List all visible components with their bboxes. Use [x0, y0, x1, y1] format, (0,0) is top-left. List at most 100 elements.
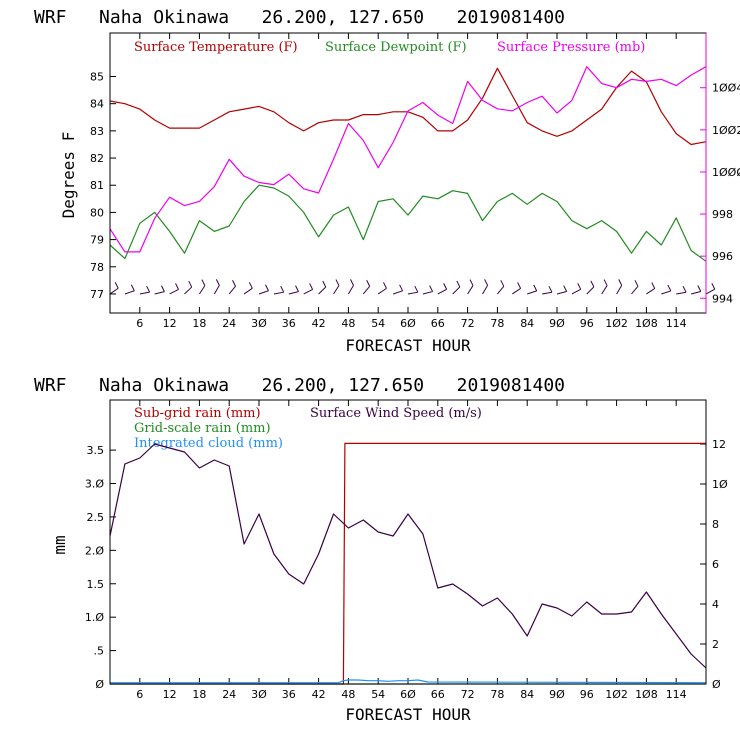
y-tick-label: 83	[90, 125, 104, 138]
x-tick-label: 1Ø2	[605, 317, 628, 330]
wind-barb-flag	[309, 283, 314, 290]
wind-barb-flag	[265, 284, 269, 292]
y-axis-label: Degrees F	[59, 132, 78, 219]
chart-title: WRF Naha Okinawa 26.200, 127.650 2019081…	[34, 7, 565, 28]
wind-barb	[482, 285, 489, 295]
series-line-surface-wind-speed-m-s	[109, 443, 707, 669]
y-tick-label: 81	[90, 179, 104, 192]
wind-barb	[377, 287, 387, 295]
wind-barb-flag	[651, 282, 656, 289]
wind-barb	[213, 285, 220, 295]
x-tick-label: 96	[580, 317, 594, 330]
y-tick-label: 79	[90, 234, 104, 247]
y-tick-label: 85	[90, 70, 104, 83]
wind-barb	[601, 285, 608, 295]
wind-barb-flag	[548, 285, 553, 293]
x-tick-label: 66	[431, 688, 445, 701]
wind-barb-flag	[248, 282, 253, 289]
wind-barb-flag	[456, 280, 461, 288]
wind-barb-flag	[634, 280, 639, 287]
y-tick-label: 77	[90, 288, 104, 301]
wind-barb	[392, 290, 403, 295]
y-tick-label: 82	[90, 152, 104, 165]
y2-tick-label: 6	[712, 558, 719, 571]
series-line-integrated-cloud-mm	[110, 679, 707, 684]
wind-barb-flag	[618, 279, 623, 286]
wind-barb-flag	[146, 285, 151, 293]
wind-barb-flag	[563, 285, 568, 292]
y-tick-label: 84	[90, 98, 104, 111]
y-tick-label: 3.5	[87, 444, 105, 457]
wind-barb-flag	[232, 279, 236, 287]
wind-barb-flag	[188, 280, 193, 288]
x-tick-label: 3Ø	[251, 317, 267, 330]
x-axis-label: FORECAST HOUR	[345, 336, 471, 355]
x-tick-label: 114	[666, 317, 687, 330]
wind-barb	[571, 288, 581, 295]
x-axis-label: FORECAST HOUR	[345, 705, 471, 724]
y2-tick-label: 2	[712, 638, 719, 651]
chart-title: WRF Naha Okinawa 26.200, 127.650 2019081…	[34, 375, 565, 396]
x-tick-label: 54	[371, 317, 385, 330]
chart-bottom-rain: WRF Naha Okinawa 26.200, 127.650 2019081…	[34, 375, 728, 724]
y-tick-label: 3.Ø	[85, 478, 104, 491]
legend-gridscale-rain: Grid-scale rain (mm)	[134, 421, 271, 436]
wind-barb-flag	[335, 279, 340, 286]
legend-subgrid-rain: Sub-grid rain (mm)	[134, 406, 261, 421]
wind-barb	[422, 291, 433, 295]
wind-barb-flag	[130, 284, 135, 291]
y2-tick-label: 1ØØØ	[712, 166, 740, 179]
wind-barb	[527, 290, 537, 295]
x-tick-label: 9Ø	[549, 317, 565, 330]
wind-barb-flag	[215, 279, 220, 286]
x-tick-label: 6Ø	[400, 317, 416, 330]
wind-barb	[676, 291, 687, 295]
wind-barb	[198, 285, 206, 295]
wind-barb-flag	[399, 284, 404, 292]
x-tick-label: 24	[222, 317, 236, 330]
x-tick-label: 6	[136, 688, 143, 701]
legend-dewpoint: Surface Dewpoint (F)	[325, 40, 467, 55]
wind-barb-flag	[160, 285, 165, 292]
x-tick-label: 12	[163, 688, 177, 701]
y2-tick-label: Ø	[712, 678, 721, 691]
chart-legend: Sub-grid rain (mm) Surface Wind Speed (m…	[134, 406, 482, 451]
wind-barb	[228, 285, 236, 295]
legend-wind-speed: Surface Wind Speed (m/s)	[310, 406, 482, 421]
legend-pressure: Surface Pressure (mb)	[497, 40, 645, 55]
plot-frame	[109, 399, 707, 685]
wind-barb-flag	[414, 285, 419, 293]
wind-barb	[542, 291, 553, 295]
wind-barb	[243, 287, 253, 295]
x-tick-label: 12	[163, 317, 177, 330]
x-tick-label: 78	[490, 688, 504, 701]
x-tick-label: 24	[222, 688, 236, 701]
wind-barb-flag	[295, 285, 299, 292]
wind-barb-flag	[517, 282, 522, 289]
wind-barb	[318, 286, 327, 295]
wind-barb-flag	[383, 282, 387, 289]
y-tick-label: Ø	[95, 678, 104, 691]
x-tick-label: 48	[341, 688, 355, 701]
wind-barb-flag	[697, 285, 702, 292]
wind-barb	[333, 285, 340, 295]
x-tick-label: 36	[282, 688, 296, 701]
x-tick-label: 9Ø	[549, 688, 565, 701]
wind-barb	[661, 290, 671, 295]
wind-barb-flag	[114, 282, 119, 289]
y-tick-label: 80	[90, 206, 104, 219]
x-tick-label: 54	[371, 688, 385, 701]
x-tick-label: 114	[666, 688, 687, 701]
chart-legend: Surface Temperature (F) Surface Dewpoint…	[134, 40, 645, 55]
wind-barb-flag	[603, 279, 608, 286]
wind-barb-flag	[533, 284, 538, 292]
x-tick-label: 18	[192, 317, 206, 330]
wind-barb	[586, 286, 595, 295]
y-tick-label: 78	[90, 261, 104, 274]
wind-barb	[258, 290, 269, 295]
x-tick-label: 66	[431, 317, 445, 330]
wind-barb-flag	[175, 283, 179, 290]
wind-barb-flag	[484, 279, 489, 286]
wind-barb-flag	[711, 283, 716, 290]
